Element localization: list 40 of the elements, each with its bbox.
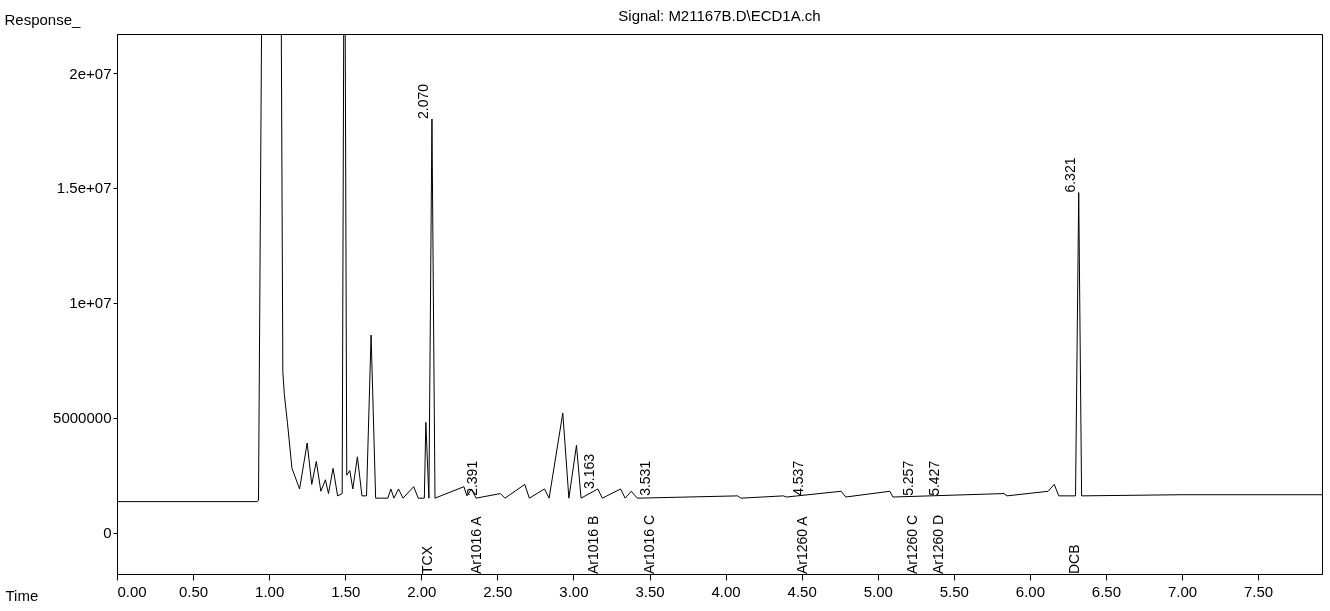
chart-title: Signal: M21167B.D\ECD1A.ch xyxy=(618,7,821,24)
annotation: Ar1260 D xyxy=(929,514,946,574)
x-tick-label: 3.00 xyxy=(559,582,589,600)
x-tick-label: 5.00 xyxy=(863,582,893,600)
annotation: 2.391 xyxy=(463,460,480,496)
annotation: Ar1016 A xyxy=(467,515,484,574)
y-tick-label: 0 xyxy=(103,524,112,542)
x-tick-label: 2.00 xyxy=(407,582,437,600)
annotation: Ar1016 C xyxy=(641,514,658,574)
annotation: 3.531 xyxy=(637,460,654,496)
x-tick-label: 4.50 xyxy=(787,582,817,600)
annotation: 4.537 xyxy=(790,460,807,496)
x-tick-label: 7.50 xyxy=(1244,582,1274,600)
annotation: Ar1260 A xyxy=(794,515,811,574)
annotation: 2.070 xyxy=(414,83,431,120)
x-tick-label: 1.50 xyxy=(331,582,361,600)
annotation: Ar1016 B xyxy=(585,515,602,574)
annotation: DCB xyxy=(1065,544,1082,574)
x-tick-label: 4.00 xyxy=(711,582,741,600)
x-tick-label: 3.50 xyxy=(635,582,665,600)
x-tick-label: 0.50 xyxy=(178,582,209,600)
x-tick-label: 6.50 xyxy=(1091,582,1122,600)
y-tick-label: 2e+07 xyxy=(69,64,112,82)
annotation: 3.163 xyxy=(581,453,598,489)
x-tick-label: 5.50 xyxy=(939,582,969,600)
annotation: TCX xyxy=(418,545,435,574)
x-tick-label: 2.50 xyxy=(483,582,513,600)
annotation: 6.321 xyxy=(1061,157,1078,193)
x-tick-label: 7.00 xyxy=(1167,582,1198,600)
y-tick-label: 5000000 xyxy=(53,409,112,427)
y-axis-title: Response_ xyxy=(4,10,82,28)
x-tick-label: 1.00 xyxy=(255,582,285,600)
annotation: 5.257 xyxy=(899,460,916,496)
x-tick-label: 0.00 xyxy=(117,582,147,600)
annotation: 5.427 xyxy=(925,460,942,496)
y-tick-label: 1.5e+07 xyxy=(56,179,112,197)
y-tick-label: 1e+07 xyxy=(69,294,112,312)
x-tick-label: 6.00 xyxy=(1015,582,1045,600)
annotation: Ar1260 C xyxy=(903,514,920,574)
x-axis-title: Time xyxy=(5,586,39,604)
